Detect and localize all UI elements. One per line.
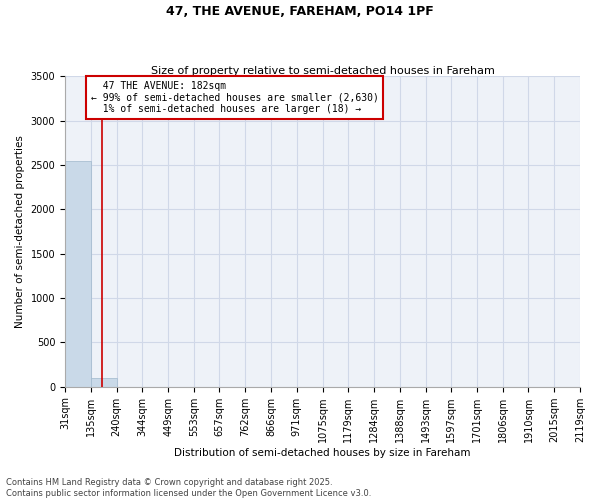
Text: Contains HM Land Registry data © Crown copyright and database right 2025.
Contai: Contains HM Land Registry data © Crown c… [6, 478, 371, 498]
Bar [65, 160, 91, 386]
Bar [91, 378, 116, 386]
Y-axis label: Number of semi-detached properties: Number of semi-detached properties [15, 135, 25, 328]
Text: 47, THE AVENUE, FAREHAM, PO14 1PF: 47, THE AVENUE, FAREHAM, PO14 1PF [166, 5, 434, 18]
Text: 47 THE AVENUE: 182sqm
← 99% of semi-detached houses are smaller (2,630)
  1% of : 47 THE AVENUE: 182sqm ← 99% of semi-deta… [91, 80, 379, 114]
X-axis label: Distribution of semi-detached houses by size in Fareham: Distribution of semi-detached houses by … [174, 448, 471, 458]
Title: Size of property relative to semi-detached houses in Fareham: Size of property relative to semi-detach… [151, 66, 494, 76]
